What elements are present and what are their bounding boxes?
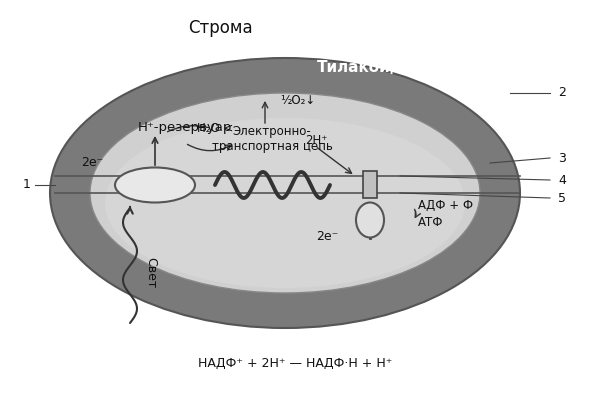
Text: Н₂О <: Н₂О < bbox=[197, 122, 233, 135]
Ellipse shape bbox=[115, 168, 195, 203]
Text: Тилакоид: Тилакоид bbox=[317, 60, 403, 76]
Bar bbox=[363, 171, 377, 198]
Text: 5: 5 bbox=[558, 191, 566, 205]
Ellipse shape bbox=[90, 93, 480, 293]
Text: 2: 2 bbox=[558, 86, 566, 100]
Text: АТФ: АТФ bbox=[418, 217, 443, 230]
Text: Электронно-
транспортная цепь: Электронно- транспортная цепь bbox=[212, 125, 332, 153]
Ellipse shape bbox=[50, 58, 520, 328]
Ellipse shape bbox=[105, 118, 465, 288]
Text: НАДФ⁺ + 2Н⁺ — НАДФ·Н + Н⁺: НАДФ⁺ + 2Н⁺ — НАДФ·Н + Н⁺ bbox=[198, 357, 392, 369]
Text: Н⁺-резервуар: Н⁺-резервуар bbox=[138, 121, 232, 135]
Text: 2е⁻: 2е⁻ bbox=[316, 230, 338, 242]
Text: Строма: Строма bbox=[188, 19, 253, 37]
Text: 2Н⁺: 2Н⁺ bbox=[305, 133, 328, 146]
Text: АДФ + Ф: АДФ + Ф bbox=[418, 199, 473, 211]
Text: 4: 4 bbox=[558, 174, 566, 187]
Text: Свет: Свет bbox=[144, 258, 157, 289]
Text: 1: 1 bbox=[23, 178, 31, 191]
Text: 3: 3 bbox=[558, 152, 566, 164]
Text: 2е⁻: 2е⁻ bbox=[81, 156, 103, 170]
Ellipse shape bbox=[356, 203, 384, 238]
Text: ½О₂↓: ½О₂↓ bbox=[280, 94, 315, 107]
